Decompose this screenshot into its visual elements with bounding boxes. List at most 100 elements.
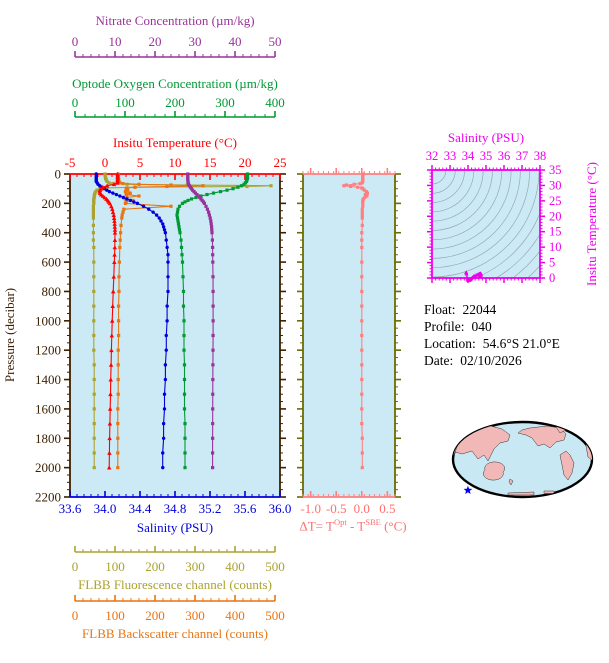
data-marker <box>162 407 167 411</box>
data-marker <box>175 216 180 220</box>
data-marker <box>365 194 369 198</box>
data-marker <box>161 465 165 470</box>
data-marker <box>211 363 215 367</box>
data-marker <box>211 304 215 308</box>
data-marker <box>360 363 364 367</box>
data-marker <box>112 224 117 229</box>
data-marker <box>117 333 121 338</box>
tick-label: 35 <box>480 149 493 163</box>
data-marker <box>201 184 205 188</box>
data-marker <box>211 333 215 338</box>
temperature-axis: -5 0 5 10 15 20 25 Insitu Temperature (°C) <box>65 135 287 180</box>
data-marker <box>112 230 118 235</box>
data-marker <box>360 421 364 426</box>
data-marker <box>92 275 96 279</box>
data-marker <box>182 392 187 396</box>
data-marker <box>242 182 246 186</box>
data-marker <box>107 189 112 194</box>
contour-line <box>432 170 475 213</box>
data-marker <box>111 274 116 279</box>
isopycnal-contours <box>432 170 540 278</box>
oxygen-curve <box>175 172 250 470</box>
landmass <box>517 425 567 449</box>
data-marker <box>116 451 120 455</box>
data-marker <box>125 197 129 201</box>
data-marker <box>128 198 133 203</box>
data-marker <box>164 333 168 338</box>
data-marker <box>92 319 96 323</box>
data-marker <box>179 238 183 242</box>
data-marker <box>116 436 120 440</box>
data-marker <box>360 181 364 185</box>
axis-title: Salinity (PSU) <box>137 520 213 535</box>
data-marker <box>360 223 364 227</box>
tick-label: 1800 <box>35 431 61 446</box>
data-marker <box>182 333 186 338</box>
data-marker <box>112 245 117 250</box>
data-marker <box>360 304 364 308</box>
data-marker <box>161 225 166 229</box>
data-marker <box>175 213 179 217</box>
tick-label: 34.0 <box>94 501 117 516</box>
data-marker <box>207 213 211 217</box>
tick-label: 37 <box>516 149 529 163</box>
data-marker <box>164 238 168 242</box>
data-marker <box>181 289 186 294</box>
tick-label: 100 <box>115 95 135 110</box>
data-marker <box>169 183 173 187</box>
data-marker <box>352 182 356 186</box>
tick-label: 33 <box>444 149 457 163</box>
data-marker <box>118 245 122 250</box>
data-marker <box>119 223 123 227</box>
tick-label: 600 <box>42 255 62 270</box>
data-marker <box>107 435 112 441</box>
data-marker <box>211 319 215 323</box>
axis-title: Optode Oxygen Concentration (µm/kg) <box>72 76 278 91</box>
data-marker <box>360 245 364 250</box>
data-marker <box>108 391 113 397</box>
tick-label: 34.8 <box>164 501 187 516</box>
data-marker <box>165 304 169 308</box>
data-marker <box>348 184 353 189</box>
data-marker <box>91 223 95 227</box>
data-marker <box>137 182 141 186</box>
contour-line <box>432 170 456 194</box>
data-marker <box>117 319 121 323</box>
tick-label: 15 <box>204 155 217 170</box>
data-marker <box>176 207 180 211</box>
data-marker <box>91 210 95 214</box>
data-marker <box>92 451 96 455</box>
oxygen-axis: 0 100 200 300 400 Optode Oxygen Concentration… <box>72 76 285 118</box>
tick-label: 30 <box>549 178 562 192</box>
data-marker <box>182 363 187 367</box>
data-marker <box>107 181 111 185</box>
data-marker <box>161 222 165 226</box>
data-marker <box>360 377 364 382</box>
axis-title: Insitu Temperature (°C) <box>584 162 599 286</box>
data-marker <box>92 436 96 440</box>
axis-title: FLBB Fluorescence channel (counts) <box>78 577 272 592</box>
data-marker <box>131 198 135 203</box>
data-marker <box>209 222 213 226</box>
data-marker <box>465 275 469 279</box>
contour-line <box>432 170 484 222</box>
data-marker <box>115 180 120 185</box>
data-marker <box>177 225 181 229</box>
data-marker <box>92 421 96 426</box>
data-marker <box>135 201 140 206</box>
data-marker <box>112 227 118 232</box>
data-marker <box>165 319 169 323</box>
data-marker <box>239 184 244 188</box>
data-marker <box>161 421 166 426</box>
profile-value: 040 <box>471 319 492 334</box>
data-marker <box>356 185 360 189</box>
tick-label: 400 <box>225 608 245 623</box>
tick-label: 0 <box>55 167 62 182</box>
tick-label: 100 <box>105 559 125 574</box>
data-marker <box>120 213 124 217</box>
data-marker <box>360 289 364 294</box>
ts-data-points <box>464 270 483 282</box>
tick-label: 36.0 <box>269 501 292 516</box>
